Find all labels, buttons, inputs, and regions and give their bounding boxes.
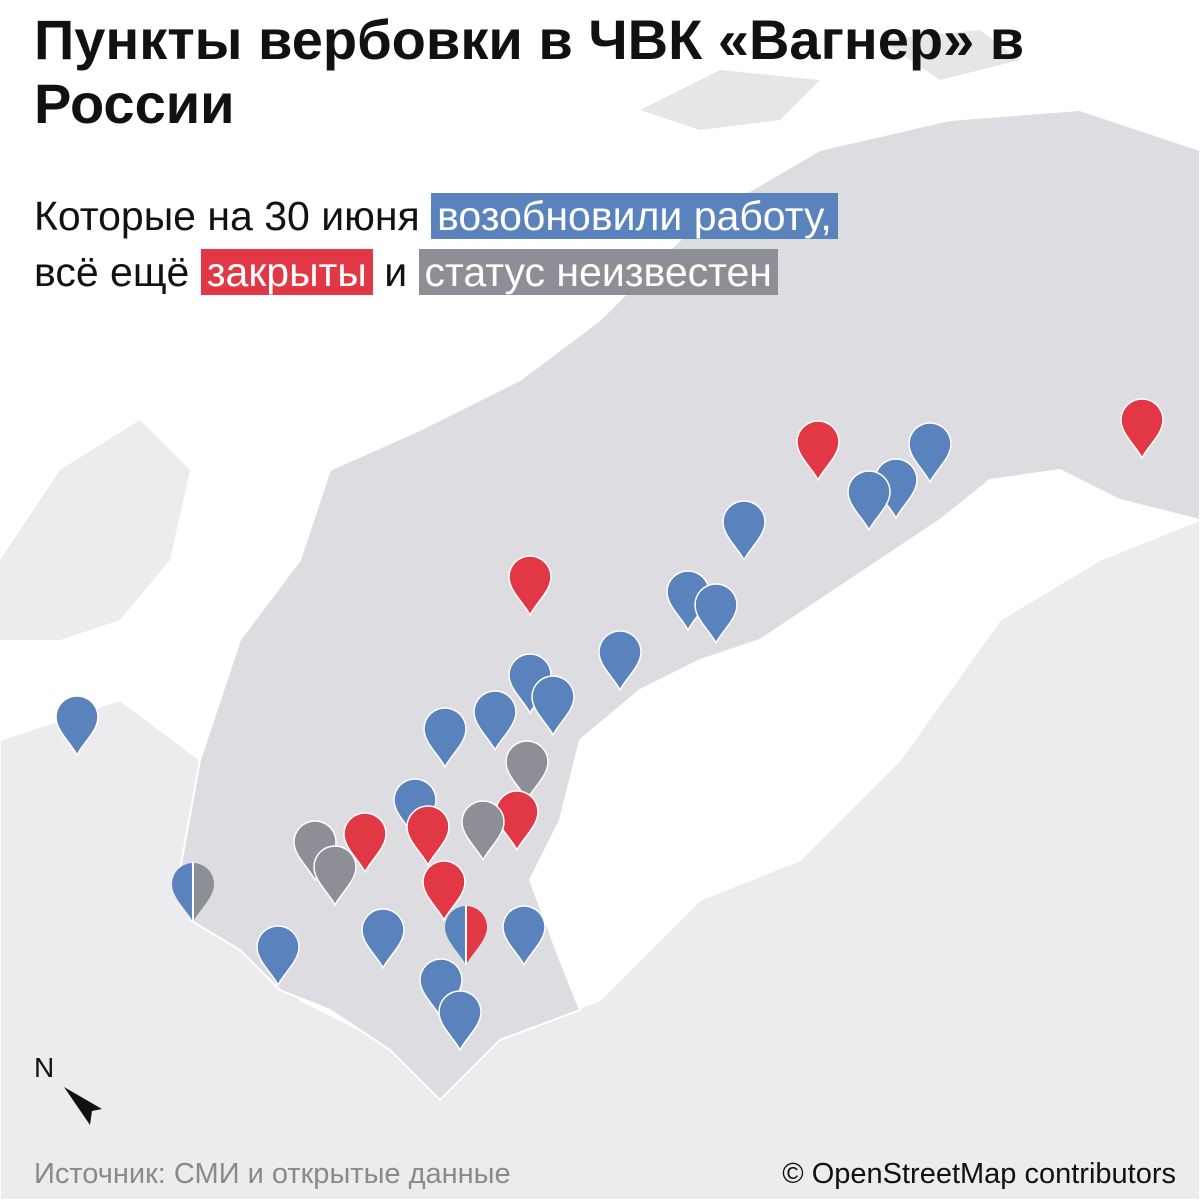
marker-resumed-unknown[interactable] (172, 862, 214, 922)
marker-closed[interactable] (343, 812, 387, 874)
subtitle-text: и (372, 249, 419, 295)
source-note: Источник: СМИ и открытые данные (34, 1158, 511, 1190)
marker-unknown[interactable] (313, 845, 357, 907)
marker-resumed[interactable] (473, 690, 517, 752)
marker-closed[interactable] (1120, 398, 1164, 460)
compass-label: N (34, 1052, 55, 1083)
marker-closed[interactable] (422, 860, 466, 922)
map-credit: © OpenStreetMap contributors (782, 1158, 1176, 1190)
subtitle-text: всё ещё (34, 249, 201, 295)
marker-resumed[interactable] (722, 500, 766, 562)
marker-closed[interactable] (796, 420, 840, 482)
marker-resumed[interactable] (847, 470, 891, 532)
marker-resumed-closed[interactable] (445, 905, 487, 965)
subtitle: Которые на 30 июня возобновили работу, в… (34, 188, 838, 300)
marker-resumed[interactable] (361, 908, 405, 970)
marker-resumed[interactable] (694, 583, 738, 645)
marker-closed[interactable] (508, 555, 552, 617)
legend-resumed: возобновили работу, (431, 193, 838, 239)
legend-unknown: статус неизвестен (418, 249, 778, 295)
marker-resumed[interactable] (908, 422, 952, 484)
marker-resumed[interactable] (423, 707, 467, 769)
arctic-islands (640, 30, 1020, 130)
page-title: Пункты вербовки в ЧВК «Вагнер» в России (34, 8, 1025, 135)
marker-resumed[interactable] (502, 905, 546, 967)
scandinavia (0, 420, 190, 640)
north-arrow-icon (64, 1087, 102, 1125)
legend-closed: закрыты (200, 249, 373, 295)
marker-closed[interactable] (406, 805, 450, 867)
marker-resumed[interactable] (438, 990, 482, 1052)
marker-unknown[interactable] (461, 800, 505, 862)
marker-resumed[interactable] (55, 695, 99, 757)
marker-resumed[interactable] (531, 675, 575, 737)
subtitle-text: Которые на 30 июня (34, 193, 432, 239)
marker-resumed[interactable] (256, 925, 300, 987)
marker-unknown[interactable] (505, 740, 549, 802)
marker-resumed[interactable] (598, 630, 642, 692)
